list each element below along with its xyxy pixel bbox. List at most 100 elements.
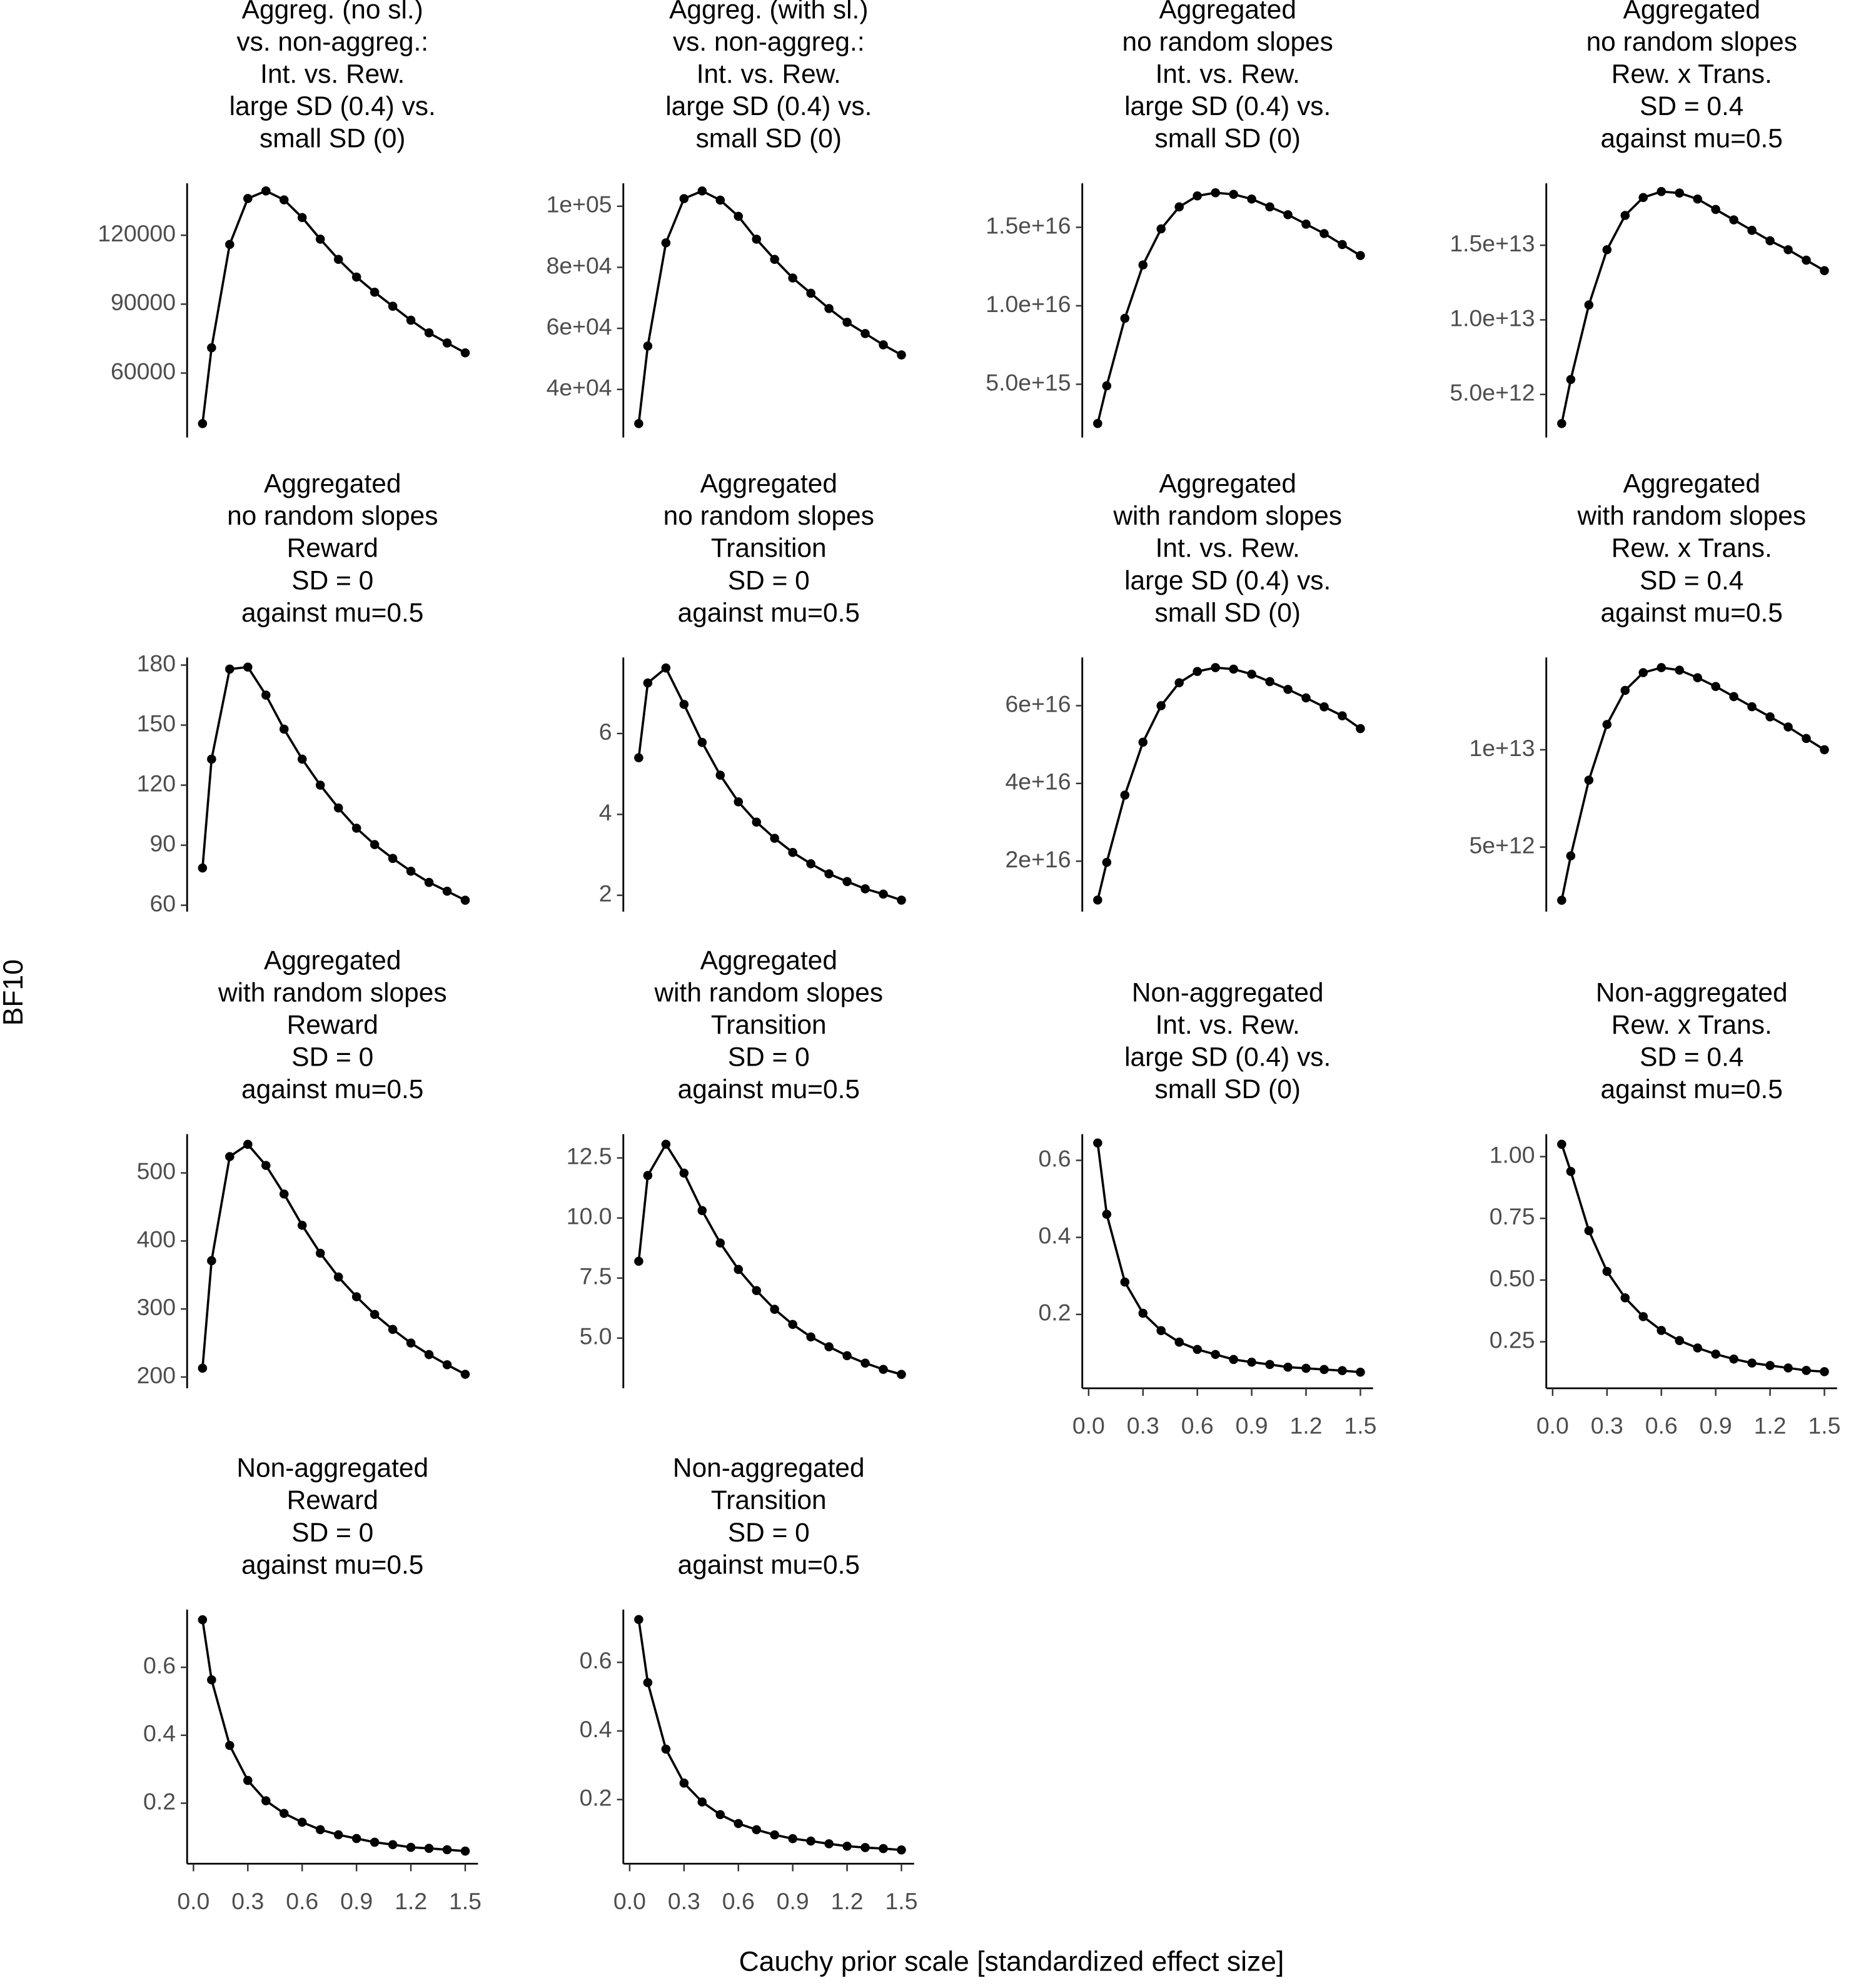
data-point bbox=[879, 889, 888, 899]
data-point bbox=[734, 797, 744, 807]
data-point bbox=[1265, 1360, 1274, 1370]
panel-title: against mu=0.5 bbox=[678, 598, 860, 627]
data-point bbox=[879, 1365, 888, 1375]
series-line bbox=[1560, 1144, 1825, 1373]
y-tick-label: 120000 bbox=[98, 220, 176, 246]
data-point bbox=[1138, 737, 1148, 747]
data-point bbox=[1338, 711, 1347, 720]
data-point bbox=[351, 272, 361, 282]
y-tick-label: 0.25 bbox=[1490, 1327, 1535, 1353]
data-point bbox=[1174, 1337, 1184, 1347]
panel-title: large SD (0.4) vs. bbox=[1124, 565, 1331, 595]
data-point bbox=[406, 866, 416, 876]
data-point bbox=[1156, 701, 1166, 710]
data-point bbox=[1584, 1226, 1594, 1236]
data-point bbox=[333, 1830, 343, 1840]
panel-title: Aggreg. (with sl.) bbox=[669, 0, 868, 24]
panel-title: SD = 0 bbox=[291, 1042, 373, 1072]
x-tick-label: 0.6 bbox=[722, 1888, 755, 1914]
panel-title: vs. non-aggreg.: bbox=[673, 27, 865, 56]
y-tick-label: 5.0e+15 bbox=[986, 369, 1071, 395]
series-line bbox=[1560, 666, 1825, 901]
data-point bbox=[788, 1319, 797, 1330]
data-point bbox=[460, 1370, 470, 1379]
x-tick-label: 1.2 bbox=[1290, 1413, 1323, 1439]
data-point bbox=[351, 824, 361, 833]
data-point bbox=[207, 754, 216, 764]
y-tick-label: 0.2 bbox=[143, 1788, 176, 1814]
data-point bbox=[351, 1834, 361, 1844]
data-point bbox=[1301, 1363, 1311, 1373]
y-tick-label: 180 bbox=[137, 650, 176, 676]
data-point bbox=[734, 1264, 744, 1274]
data-point bbox=[333, 1272, 343, 1282]
data-point bbox=[1802, 1366, 1811, 1375]
data-point bbox=[1711, 682, 1720, 692]
data-point bbox=[243, 662, 253, 672]
data-point bbox=[1693, 194, 1702, 204]
y-tick-label: 5.0 bbox=[580, 1323, 612, 1350]
data-point bbox=[1584, 775, 1594, 785]
data-point bbox=[897, 896, 906, 905]
data-point bbox=[261, 1161, 271, 1170]
panel-title: against mu=0.5 bbox=[1601, 1074, 1783, 1104]
x-tick-label: 0.0 bbox=[1072, 1413, 1105, 1439]
series-line bbox=[201, 1619, 466, 1852]
data-point bbox=[442, 338, 452, 348]
data-point bbox=[1229, 664, 1238, 674]
x-tick-label: 0.0 bbox=[177, 1888, 209, 1914]
data-point bbox=[1765, 1361, 1775, 1370]
data-point bbox=[1711, 204, 1720, 214]
data-point bbox=[897, 1370, 906, 1380]
panel-title: with random slopes bbox=[1576, 501, 1806, 530]
data-point bbox=[1584, 300, 1594, 310]
panel-title: Int. vs. Rew. bbox=[1156, 533, 1300, 563]
data-point bbox=[198, 419, 208, 428]
panel-title: Transition bbox=[711, 1485, 827, 1515]
data-point bbox=[879, 1844, 888, 1854]
data-point bbox=[1765, 712, 1775, 722]
data-point bbox=[198, 1363, 208, 1373]
data-point bbox=[1093, 1138, 1102, 1148]
data-point bbox=[806, 1332, 815, 1342]
panel-title: Aggregated bbox=[264, 946, 401, 975]
y-tick-label: 4e+04 bbox=[547, 375, 612, 401]
data-point bbox=[1102, 381, 1112, 391]
data-point bbox=[460, 348, 470, 358]
y-tick-label: 2e+16 bbox=[1005, 846, 1071, 872]
panel-title: Aggregated bbox=[700, 469, 837, 498]
data-point bbox=[715, 770, 725, 780]
data-point bbox=[388, 1324, 398, 1335]
data-point bbox=[770, 834, 779, 843]
panel-title: Rew. x Trans. bbox=[1611, 1010, 1772, 1039]
data-point bbox=[697, 1797, 707, 1807]
data-point bbox=[1356, 1367, 1365, 1377]
data-point bbox=[442, 1845, 452, 1855]
data-point bbox=[679, 1779, 689, 1788]
panel-title: small SD (0) bbox=[1155, 1074, 1301, 1104]
data-point bbox=[734, 211, 744, 221]
panel-title: large SD (0.4) vs. bbox=[1124, 1042, 1331, 1072]
panel-title: with random slopes bbox=[218, 977, 447, 1007]
y-tick-label: 0.4 bbox=[143, 1720, 176, 1747]
data-point bbox=[842, 877, 852, 886]
data-point bbox=[1356, 251, 1365, 260]
x-tick-label: 1.5 bbox=[885, 1888, 918, 1914]
panel-title: SD = 0 bbox=[728, 1518, 810, 1547]
data-point bbox=[424, 1844, 434, 1853]
y-tick-label: 12.5 bbox=[567, 1143, 612, 1169]
panel-title: with random slopes bbox=[1112, 501, 1342, 530]
series-line bbox=[1560, 190, 1825, 424]
y-tick-label: 0.6 bbox=[580, 1647, 612, 1673]
y-tick-label: 2 bbox=[599, 880, 612, 907]
data-point bbox=[1229, 1355, 1238, 1365]
data-point bbox=[860, 884, 870, 894]
data-point bbox=[788, 1834, 797, 1844]
data-point bbox=[752, 1286, 762, 1296]
data-point bbox=[315, 235, 325, 244]
data-point bbox=[1566, 851, 1576, 860]
panel-title: Aggregated bbox=[1623, 0, 1760, 24]
data-point bbox=[1120, 790, 1130, 800]
panel-title: Non-aggregated bbox=[236, 1453, 428, 1483]
series-line bbox=[201, 665, 466, 902]
